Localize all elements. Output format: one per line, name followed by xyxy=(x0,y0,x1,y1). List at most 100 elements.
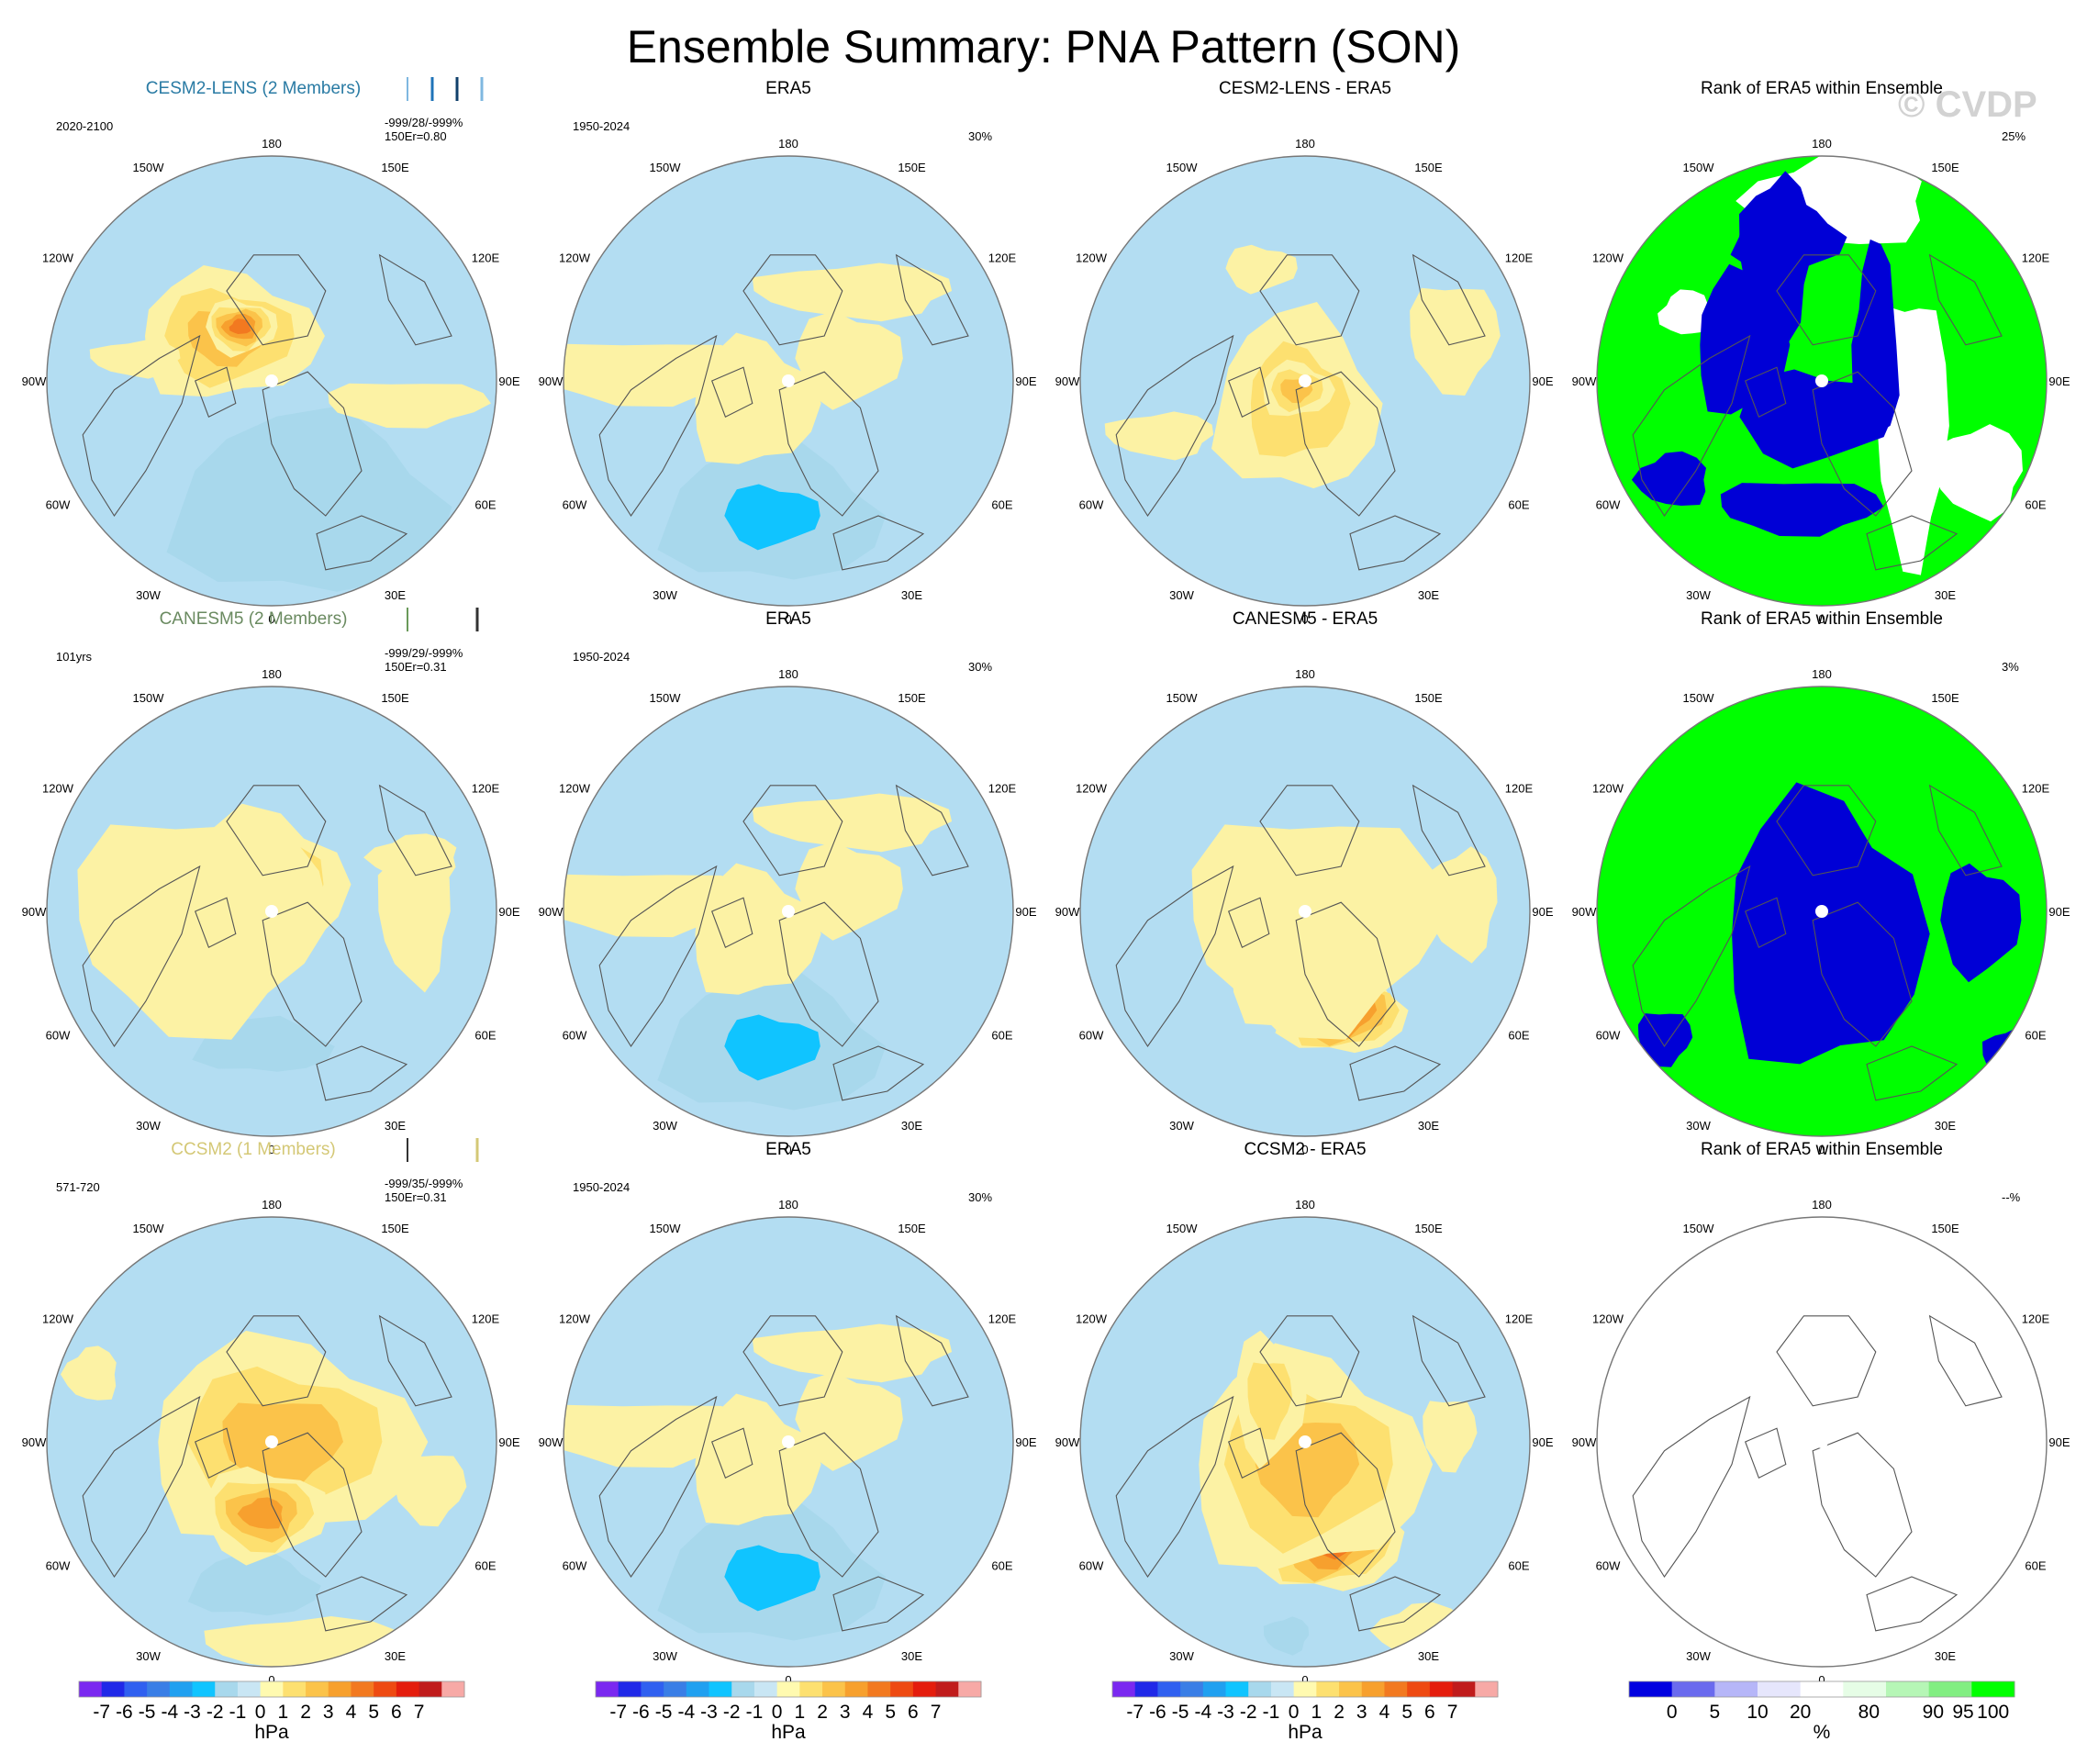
row1-diff-map-border xyxy=(1079,686,1531,1137)
row2-diff-map-border xyxy=(1079,1216,1531,1668)
row1-era5-map-contour-0-2 xyxy=(724,1014,820,1081)
row0-diff-map-lon-label: 90E xyxy=(1532,374,1553,388)
row0-model-map-lon-label: 150E xyxy=(381,161,409,174)
row0-model-map: 180 150E 120E 90E 60E 30E 0 30W 60W 90W 120W 150W xyxy=(22,137,520,626)
row2-rank-map-border xyxy=(1596,1216,2048,1668)
row2-era5-map-lon-label: 150W xyxy=(650,1222,682,1235)
row2-rank-map-lon-label: 30W xyxy=(1686,1649,1711,1663)
row1-rank-map-coast-2 xyxy=(1812,901,1913,1047)
row0-era5-map-lon-label: 90W xyxy=(539,374,564,388)
colorbar-era5-swatch-12 xyxy=(867,1681,891,1697)
colorbar-era5-unit: hPa xyxy=(771,1722,806,1743)
row1-era5-map-coast-4 xyxy=(711,897,753,948)
row0-diff-map-contour-4-0 xyxy=(1104,411,1214,461)
row2-diff-map-contour-3-0 xyxy=(1423,1401,1478,1473)
row2-model-map-contour-3-0 xyxy=(394,1455,467,1527)
row0-rank-map-border xyxy=(1596,155,2048,607)
colorbar-era5-swatch-16 xyxy=(958,1681,982,1697)
row0-era5-map-pole xyxy=(782,374,795,387)
row0-era5-map-lon-label: 150E xyxy=(898,161,926,174)
row0-era5-map-coast-2 xyxy=(778,371,879,517)
row0-era5-title: ERA5 xyxy=(765,79,811,98)
colorbar-diff-swatch-6 xyxy=(1248,1681,1272,1697)
colorbar-era5-swatch-13 xyxy=(890,1681,914,1697)
row2-diff-map-lon-label: 90E xyxy=(1532,1435,1553,1449)
row1-era5-map-lon-label: 150E xyxy=(898,691,926,705)
row0-model-map-contour-4-0 xyxy=(89,340,181,379)
row1-era5-map-lon-label: 60W xyxy=(563,1029,587,1043)
colorbar-model-tick-label: 3 xyxy=(323,1702,334,1723)
row2-rank-map-coast-5 xyxy=(1928,1314,2003,1407)
row1-model-map-lon-label: 30W xyxy=(136,1119,161,1133)
colorbar-diff-tick-label: 2 xyxy=(1334,1702,1345,1723)
row0-era5-map-contour-4-0 xyxy=(752,262,953,322)
row0-era5-map-lon-label: 0 xyxy=(785,612,791,626)
row0-rank-pct: 25% xyxy=(2002,129,2026,143)
row1-model-map-lon-label: 120W xyxy=(42,782,74,796)
colorbar-model-tick-label: 0 xyxy=(255,1702,266,1723)
row0-model-map-lon-label: 180 xyxy=(262,137,282,151)
row2-diff-map-contour-2-1 xyxy=(1247,1362,1292,1440)
row2-era5-map-lon-label: 30W xyxy=(653,1649,677,1663)
row0-diff-map-coast-5 xyxy=(1412,253,1486,346)
colorbar-era5-swatch-15 xyxy=(935,1681,959,1697)
row0-rank-map-lon-label: 60W xyxy=(1596,498,1621,512)
row1-era5-map-lon-label: 90W xyxy=(539,905,564,919)
row0-model-map-border xyxy=(46,155,497,607)
colorbar-diff-swatch-7 xyxy=(1270,1681,1295,1697)
colorbar-model-tick-label: 2 xyxy=(300,1702,311,1723)
row2-rank-map-lon-label: 90E xyxy=(2048,1435,2070,1449)
row1-rank-map-pole xyxy=(1815,905,1828,918)
colorbar-model-tick-label: -3 xyxy=(184,1702,201,1723)
colorbar-rank-swatch-3 xyxy=(1758,1681,1802,1697)
row2-diff-map-lon-label: 60W xyxy=(1079,1559,1104,1573)
row1-era5-map-lon-label: 150W xyxy=(650,691,682,705)
row0-era5-map-lon-label: 60E xyxy=(991,498,1012,512)
row0-diff-map-lon-label: 30E xyxy=(1418,588,1439,602)
row1-diff-map-coast-0 xyxy=(1115,865,1234,1047)
row2-model-map-coast-1 xyxy=(226,1315,327,1407)
row2-diff-map-lon-label: 30E xyxy=(1418,1649,1439,1663)
colorbar-model-swatch-2 xyxy=(124,1681,148,1697)
row2-model-map-lon-label: 60W xyxy=(46,1559,71,1573)
row2-model-map-lon-label: 30W xyxy=(136,1649,161,1663)
row1-era5-map-pole xyxy=(782,905,795,918)
row1-era5-map-lon-label: 60E xyxy=(991,1029,1012,1043)
colorbar-diff-tick-label: 5 xyxy=(1401,1702,1412,1723)
row2-model-map: 180 150E 120E 90E 60E 30E 0 30W 60W 90W 120W 150W xyxy=(22,1198,520,1687)
row0-rank-map-coast-1 xyxy=(1776,254,1877,346)
row0-model-map-lon-label: 30E xyxy=(385,588,406,602)
row2-diff-map-map xyxy=(1080,1217,1530,1667)
row1-era5-map-lon-label: 30W xyxy=(653,1119,677,1133)
colorbar-era5-tick-label: -2 xyxy=(723,1702,741,1723)
row0-rank-map-pole xyxy=(1815,374,1828,387)
row1-rank-map-coast-5 xyxy=(1928,784,2003,876)
row1-diff-map-lon-label: 30W xyxy=(1169,1119,1194,1133)
colorbar-era5-swatch-7 xyxy=(753,1681,778,1697)
colorbar-era5-tick-label: 4 xyxy=(863,1702,874,1723)
row0-diff-map-lon-label: 120E xyxy=(1505,251,1534,265)
row0-diff-map-contour-3-0 xyxy=(1410,287,1501,396)
row1-diff-title: CANESM5 - ERA5 xyxy=(1233,609,1378,629)
colorbar-model-swatch-8 xyxy=(260,1681,284,1697)
colorbar-diff-swatch-15 xyxy=(1452,1681,1476,1697)
row1-rank-map-coast-4 xyxy=(1745,897,1787,948)
colorbar-diff-swatch-16 xyxy=(1475,1681,1499,1697)
row1-diff-map-lon-label: 60E xyxy=(1508,1029,1529,1043)
row2-diff-map-lon-label: 150W xyxy=(1166,1222,1199,1235)
row2-era5-map-lon-label: 120E xyxy=(988,1312,1017,1326)
colorbar-diff-swatch-4 xyxy=(1202,1681,1227,1697)
row0-diff-title: CESM2-LENS - ERA5 xyxy=(1219,79,1391,98)
row0-rank-map-lon-label: 180 xyxy=(1812,137,1832,151)
row2-rank-map-lon-label: 150E xyxy=(1931,1222,1959,1235)
row1-model-map-coast-2 xyxy=(262,901,363,1047)
row2-model-map-lon-label: 90W xyxy=(22,1435,47,1449)
row1-diff-map-contour-4-0 xyxy=(1424,846,1498,964)
colorbar-diff-swatch-5 xyxy=(1225,1681,1249,1697)
row2-diff-map-lon-label: 180 xyxy=(1295,1198,1315,1211)
row0-diff-map-lon-label: 180 xyxy=(1295,137,1315,151)
row2-era5-map-lon-label: 30E xyxy=(901,1649,922,1663)
row2-model-map-pole xyxy=(265,1435,278,1448)
colorbar-rank-tick-label: 0 xyxy=(1667,1702,1678,1723)
row2-rank-map-lon-label: 30E xyxy=(1935,1649,1956,1663)
